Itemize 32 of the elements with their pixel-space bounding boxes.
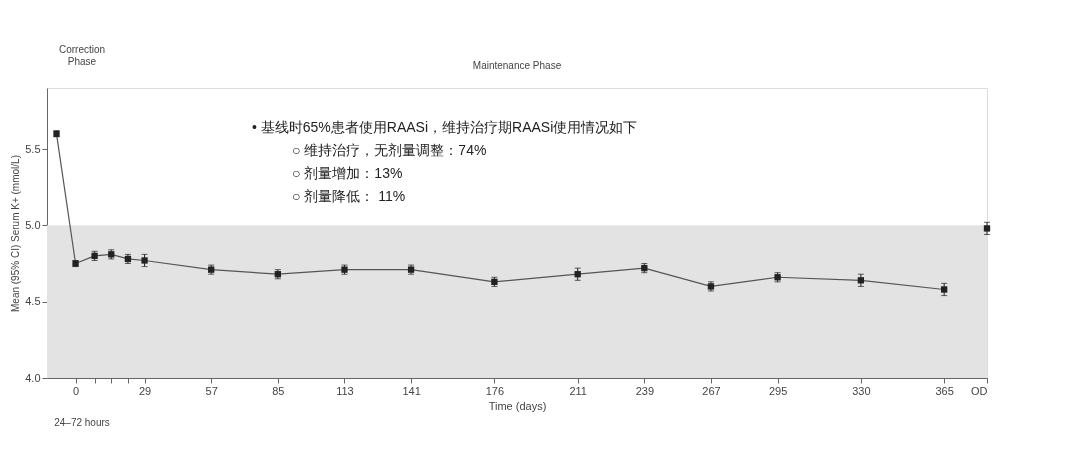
point	[857, 277, 865, 284]
x-tick-label: 0	[72, 384, 80, 397]
x-tick-label: 141	[402, 384, 421, 397]
x-tick-label: 85	[272, 384, 285, 397]
point	[574, 271, 581, 278]
point	[941, 286, 948, 293]
x-tick-label: 365	[935, 384, 954, 397]
text: 24–72 hours	[54, 417, 110, 428]
x-tick-label: 239	[635, 384, 654, 397]
text: Correction Phase	[58, 44, 106, 67]
x-tick-label: 176	[485, 384, 505, 397]
x-tick-label: OD	[971, 384, 988, 397]
x-tick-label: 57	[205, 384, 218, 397]
point	[983, 225, 991, 232]
x-tick-label: 295	[768, 384, 788, 397]
x-tick-label: 113	[336, 384, 354, 397]
y-tick-label: 5.0	[25, 218, 41, 231]
point	[141, 257, 148, 264]
x-tick-label: 267	[702, 384, 721, 397]
annotation: ○ 维持治疗，无剂量调整：74%	[292, 142, 487, 158]
x-tick-label: 211	[569, 384, 587, 397]
x-axis-title: Time (days)	[488, 399, 547, 412]
x-tick-label: 29	[138, 384, 152, 397]
y-tick-label: 5.5	[25, 142, 41, 155]
y-axis-title: Mean (95% CI) Serum K+ (mmol/L)	[10, 155, 22, 312]
x-tick-label: 330	[852, 384, 871, 397]
y-tick-label: 4.0	[25, 371, 41, 384]
text: Maintenance Phase	[472, 60, 562, 71]
y-tick-label: 4.5	[25, 295, 41, 308]
annotation: ○ 剂量增加：13%	[292, 165, 403, 181]
annotation: • 基线时65%患者使用RAASi，维持治疗期RAASi使用情况如下	[252, 119, 638, 135]
annotation: ○ 剂量降低： 11%	[292, 188, 406, 204]
